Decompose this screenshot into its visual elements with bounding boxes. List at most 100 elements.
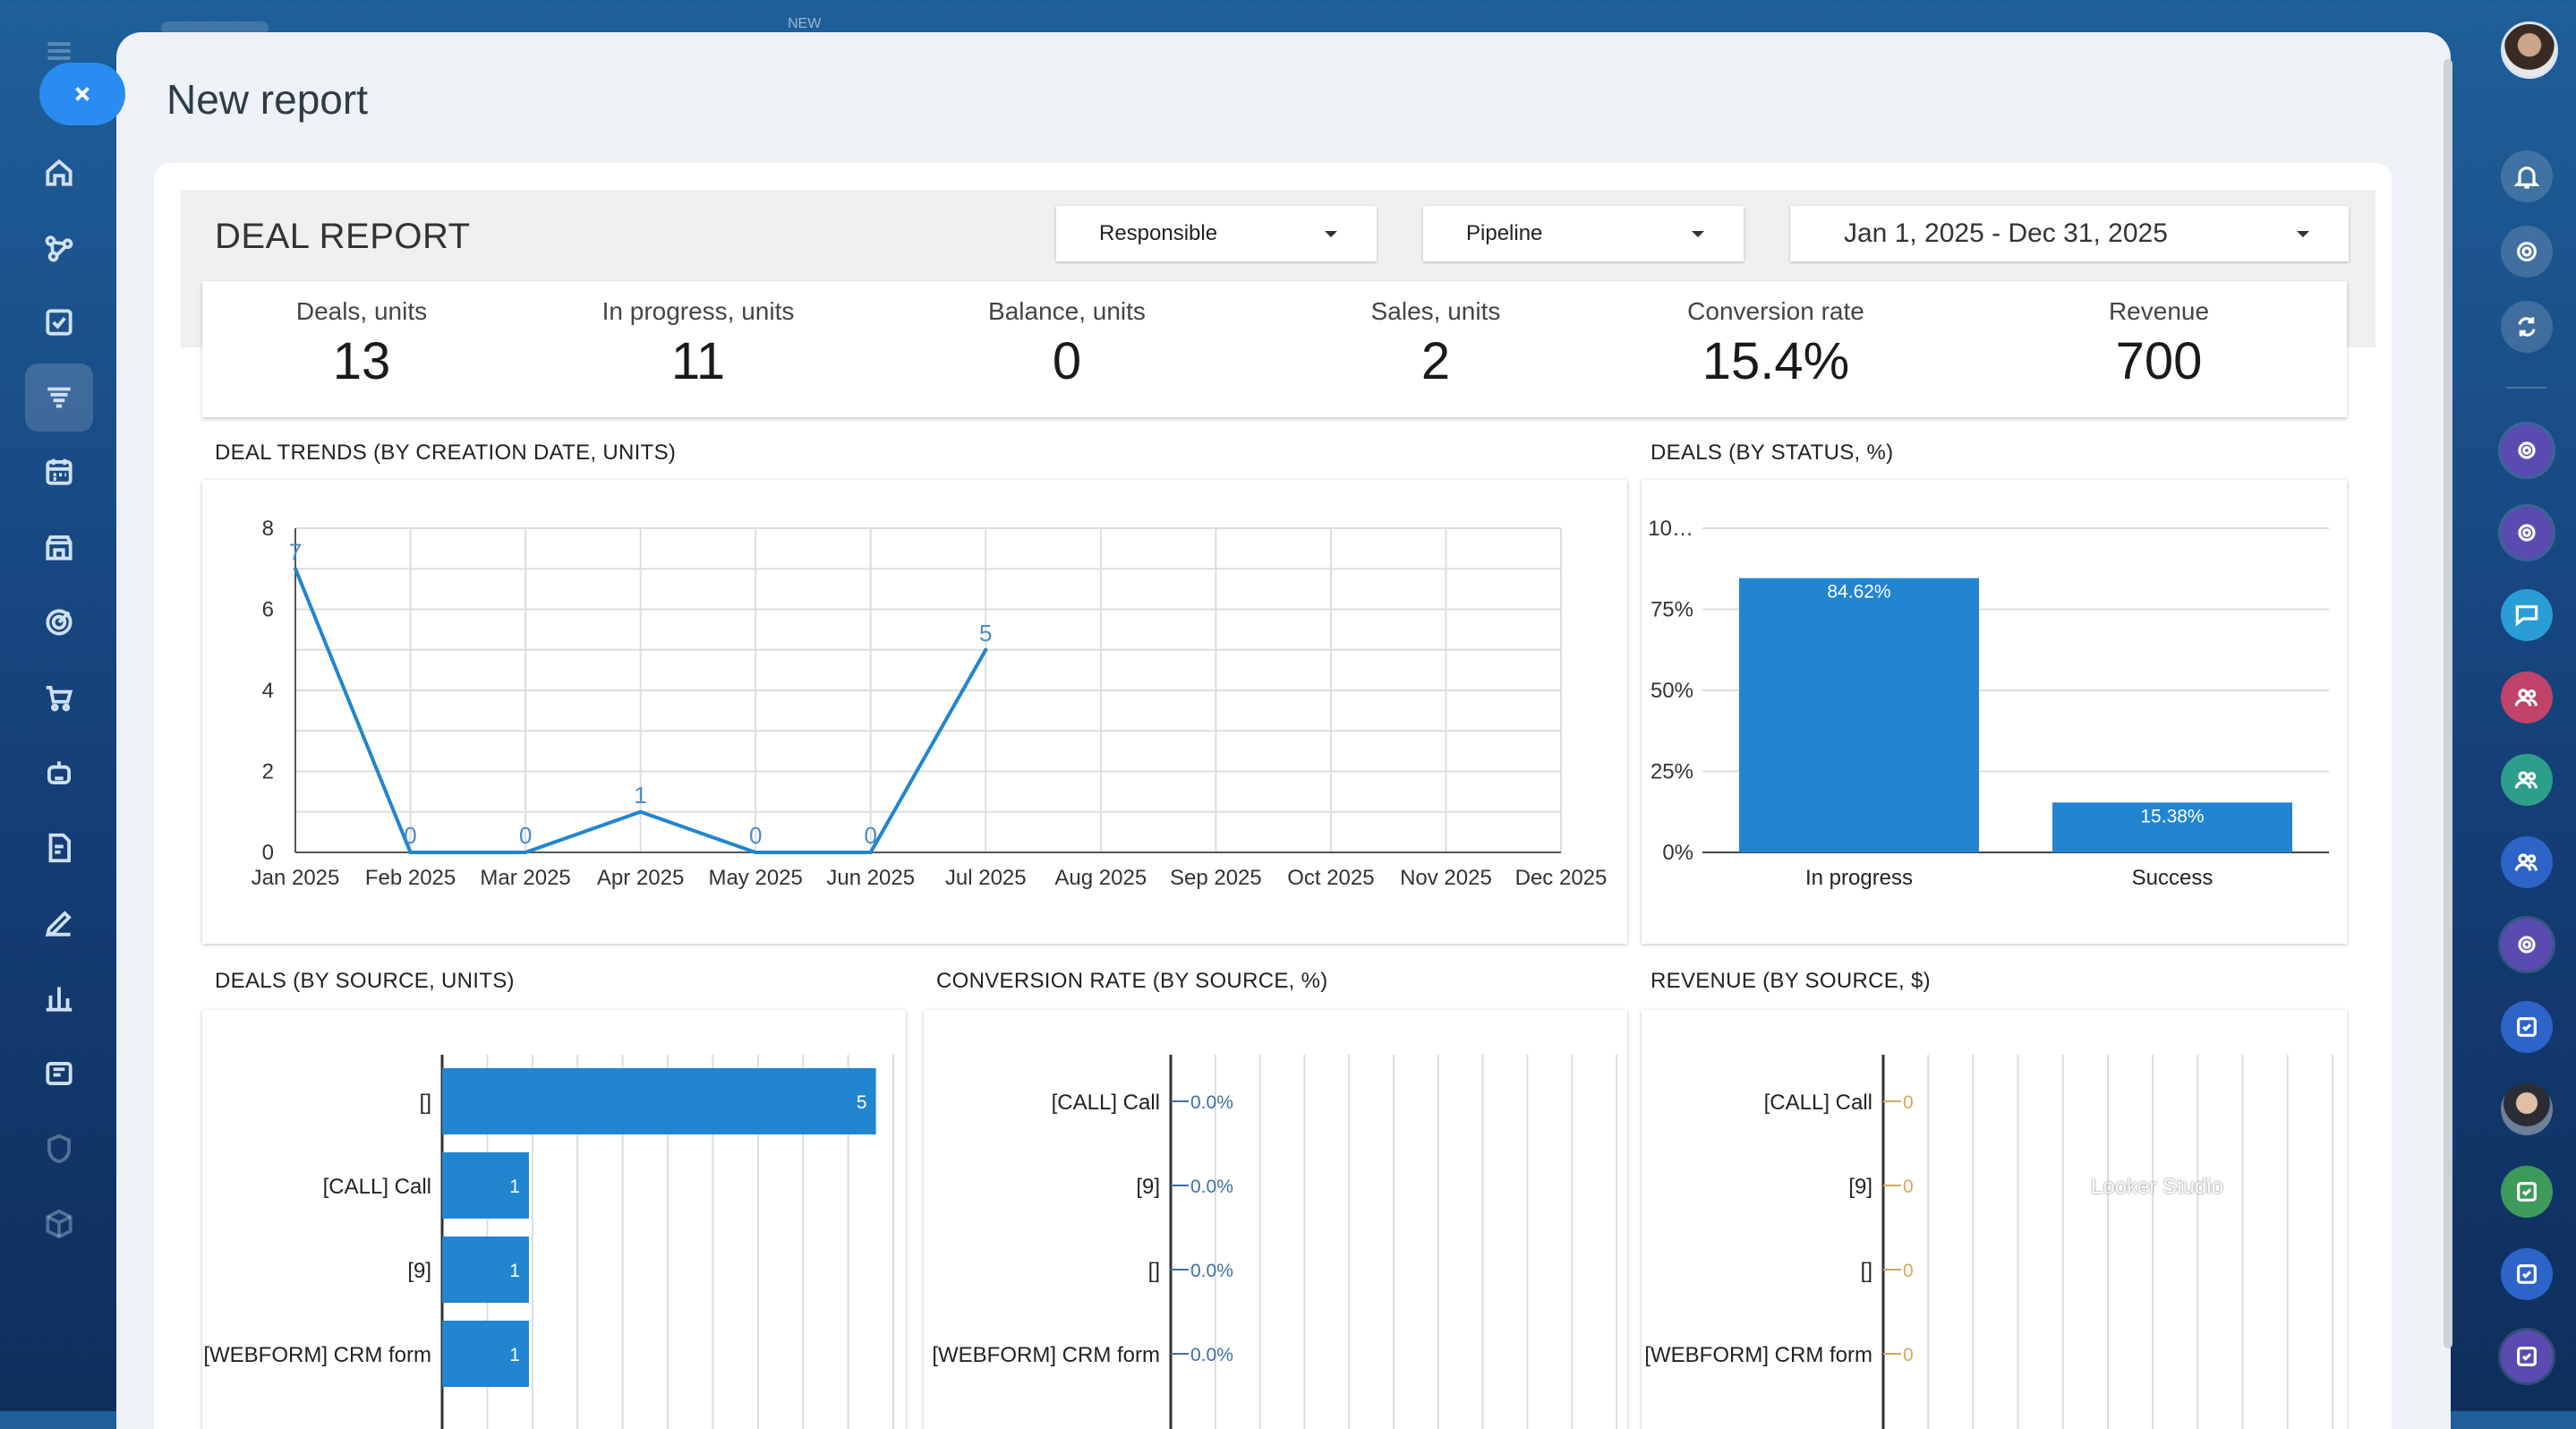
y-tick-label: [9] <box>407 1259 431 1283</box>
y-tick-label: [9] <box>1848 1175 1872 1199</box>
task-icon[interactable] <box>2501 1001 2553 1053</box>
workflow-icon[interactable] <box>37 226 81 270</box>
bar-chart: 0% 25% 50% 75% 10… 84.62% In progress 15.38% Suc… <box>1648 517 2329 890</box>
y-tick-label: 10… <box>1648 517 1693 541</box>
channel-icon[interactable] <box>2501 424 2553 476</box>
y-tick-label: [WEBFORM] CRM form <box>1644 1343 1872 1367</box>
kpi-label: Deals, units <box>295 297 428 325</box>
bar <box>442 1321 529 1387</box>
x-tick-label: Jan 2025 <box>252 866 340 890</box>
line-chart: Jan 2025 Feb 2025 Mar 2025 Apr 2025 May 2025… <box>252 517 1608 890</box>
scrollbar[interactable] <box>2444 59 2452 1348</box>
new-label: NEW <box>788 16 822 31</box>
x-tick-label: Jul 2025 <box>945 866 1027 890</box>
kpi-value: 700 <box>2115 332 2203 390</box>
news-icon[interactable] <box>37 1051 81 1096</box>
home-icon[interactable] <box>37 150 81 195</box>
target-icon[interactable] <box>37 600 81 645</box>
robot-icon[interactable] <box>37 750 81 795</box>
kpi-label: Balance, units <box>988 297 1146 325</box>
data-label: 7 <box>289 538 302 565</box>
cart-icon[interactable] <box>37 675 81 720</box>
kpi-value: 2 <box>1420 332 1451 390</box>
channel-icon[interactable] <box>2501 919 2553 971</box>
data-label: 0 <box>404 822 416 849</box>
sync-icon[interactable] <box>2501 301 2553 353</box>
bar <box>442 1068 876 1134</box>
data-label: 0 <box>864 822 876 849</box>
data-label: 1 <box>509 1345 520 1365</box>
chevron-down-icon <box>1692 231 1704 237</box>
calendar-icon[interactable] <box>37 449 81 494</box>
y-tick-label: 50% <box>1651 679 1693 703</box>
responsible-filter[interactable]: Responsible <box>1056 206 1377 261</box>
menu-icon[interactable] <box>37 29 81 73</box>
x-tick-label: Sep 2025 <box>1170 866 1262 890</box>
y-tick-label: 6 <box>262 598 274 622</box>
store-icon[interactable] <box>37 525 81 569</box>
date-range-label: Jan 1, 2025 - Dec 31, 2025 <box>1844 218 2168 248</box>
close-button[interactable] <box>39 63 125 125</box>
task-icon[interactable] <box>2501 1331 2553 1382</box>
task-icon[interactable] <box>2501 1248 2553 1300</box>
y-tick-label: [WEBFORM] CRM form <box>932 1343 1160 1367</box>
bell-icon[interactable] <box>2501 150 2553 202</box>
data-label: 0 <box>1903 1177 1914 1197</box>
shield-icon[interactable] <box>37 1126 81 1171</box>
bar <box>1739 578 1979 852</box>
forms-icon[interactable] <box>37 826 81 870</box>
kpi-conversion-rate: Conversion rate 15.4% <box>1597 281 1955 391</box>
data-label: 1 <box>509 1261 520 1281</box>
kpi-value: 15.4% <box>1702 332 1850 390</box>
open-channel-icon[interactable] <box>2501 226 2553 278</box>
data-label: 0 <box>519 822 532 849</box>
chat-icon[interactable] <box>2501 589 2553 641</box>
x-tick-label: May 2025 <box>708 866 802 890</box>
x-tick-label: Aug 2025 <box>1054 866 1147 890</box>
chart-title: DEALS (BY SOURCE, UNITS) <box>215 969 515 993</box>
divider <box>2506 387 2547 389</box>
y-tick-label: [] <box>1148 1259 1160 1283</box>
data-label: 0 <box>1903 1345 1914 1365</box>
group-icon[interactable] <box>2501 672 2553 723</box>
x-tick-label: Oct 2025 <box>1287 866 1374 890</box>
looker-studio-watermark: Looker Studio <box>2091 1175 2224 1199</box>
pen-icon[interactable] <box>37 901 81 946</box>
channel-icon[interactable] <box>2501 507 2553 559</box>
chart-title: CONVERSION RATE (BY SOURCE, %) <box>936 969 1328 993</box>
chart-title: DEALS (BY STATUS, %) <box>1651 441 1894 465</box>
y-tick-label: [CALL] Call <box>1052 1091 1160 1115</box>
group-icon[interactable] <box>2501 754 2553 806</box>
kpi-deals: Deals, units 13 <box>183 281 541 391</box>
pipeline-filter[interactable]: Pipeline <box>1423 206 1744 261</box>
y-tick-label: 75% <box>1651 598 1693 622</box>
x-tick-label: Mar 2025 <box>480 866 570 890</box>
left-sidebar <box>0 0 116 1411</box>
x-tick-label: In progress <box>1805 866 1913 890</box>
kpi-value: 11 <box>670 332 726 390</box>
kpi-label: Sales, units <box>1370 297 1501 325</box>
kpi-label: Revenue <box>2108 297 2210 325</box>
data-label: 1 <box>634 782 646 809</box>
report-title: DEAL REPORT <box>215 217 471 256</box>
task-icon[interactable] <box>2501 1166 2553 1218</box>
contact-avatar[interactable] <box>2501 1083 2553 1135</box>
group-icon[interactable] <box>2501 836 2553 888</box>
analytics-icon[interactable] <box>37 976 81 1021</box>
bar <box>2052 802 2292 852</box>
y-tick-label: [CALL] Call <box>323 1175 431 1199</box>
tasks-icon[interactable] <box>37 300 81 345</box>
data-label: 0 <box>749 822 762 849</box>
date-range-filter[interactable]: Jan 1, 2025 - Dec 31, 2025 <box>1790 206 2349 261</box>
top-tab[interactable] <box>161 21 269 34</box>
kpi-label: Conversion rate <box>1687 297 1864 325</box>
reports-icon[interactable] <box>25 364 93 432</box>
horizontal-bar-chart: [CALL] Call 0 [9] 0 [] 0 [WEBFORM] CRM form 0 <box>1644 1055 2333 1429</box>
y-tick-label: [] <box>420 1091 431 1115</box>
y-tick-label: 0% <box>1662 841 1693 865</box>
y-tick-label: [CALL] Call <box>1764 1091 1872 1115</box>
kpi-label: In progress, units <box>601 297 795 325</box>
deals-by-status-chart: 0% 25% 50% 75% 10… 84.62% In progress 15.38% Suc… <box>1642 480 2347 944</box>
user-avatar[interactable] <box>2501 21 2558 79</box>
box-icon[interactable] <box>37 1202 81 1246</box>
